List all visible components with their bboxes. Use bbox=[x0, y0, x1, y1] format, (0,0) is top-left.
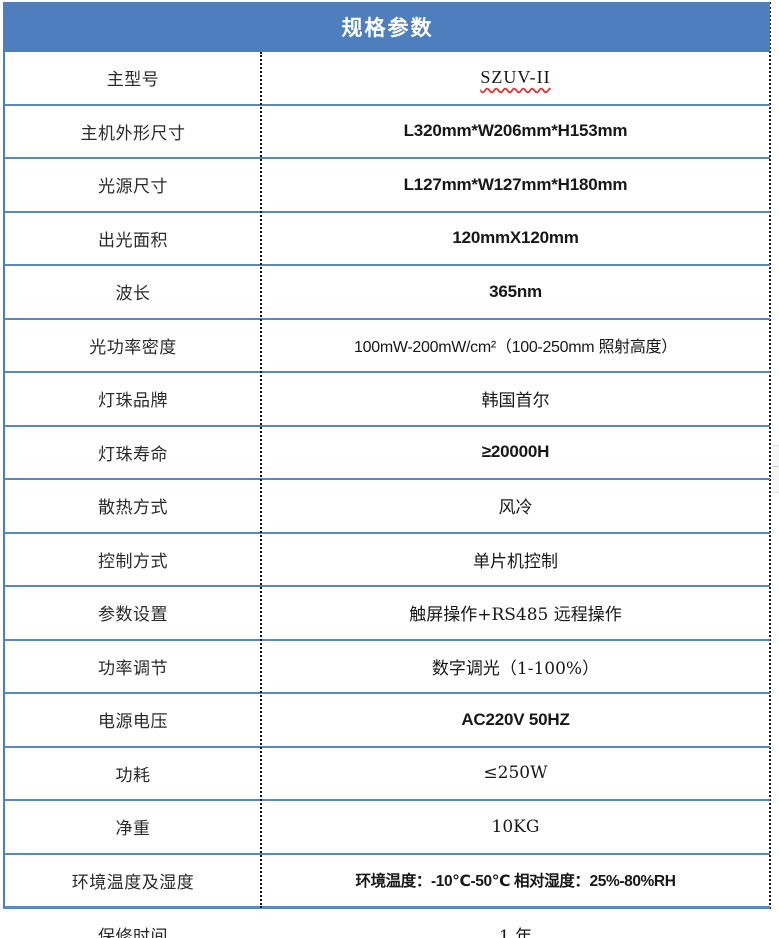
spec-value-cell: 环境温度：-10℃-50℃ 相对湿度：25%-80%RH bbox=[355, 873, 676, 891]
spec-value-cell: 数字调光（1-100%） bbox=[431, 658, 600, 679]
spec-label-cell: 电源电压 bbox=[98, 712, 168, 733]
spec-value-cell: 风冷 bbox=[498, 498, 533, 519]
column-divider bbox=[260, 52, 262, 908]
spec-value-cell: L127mm*W127mm*H180mm bbox=[403, 174, 628, 194]
spec-label-cell: 散热方式 bbox=[98, 498, 168, 519]
spec-label-cell: 主机外形尺寸 bbox=[80, 123, 186, 144]
table-row: 功率调节 数字调光（1-100%） bbox=[5, 641, 770, 694]
table-row: 光源尺寸 L127mm*W127mm*H180mm bbox=[5, 159, 770, 213]
spec-value-cell: 120mmX120mm bbox=[452, 228, 579, 248]
spec-value-cell: ≥20000H bbox=[481, 442, 550, 462]
spec-label-cell: 环境温度及湿度 bbox=[71, 872, 195, 893]
spec-table-body: 主型号 SZUV-II 主机外形尺寸 L320mm*W206mm*H153mm 光源尺寸… bbox=[5, 52, 770, 938]
table-row: 灯珠品牌 韩国首尔 bbox=[5, 373, 770, 427]
spec-label-cell: 保修时间 bbox=[98, 927, 168, 938]
spec-label-cell: 主型号 bbox=[106, 70, 160, 91]
table-row: 控制方式 单片机控制 bbox=[5, 534, 770, 587]
spec-label-cell: 灯珠寿命 bbox=[98, 444, 168, 465]
spec-label-cell: 净重 bbox=[115, 819, 151, 840]
table-row: 主型号 SZUV-II bbox=[5, 52, 770, 106]
table-row: 电源电压 AC220V 50HZ bbox=[5, 694, 770, 748]
spec-value-cell: 触屏操作+RS485 远程操作 bbox=[409, 605, 622, 626]
table-row: 波长 365nm bbox=[5, 266, 770, 320]
table-row: 主机外形尺寸 L320mm*W206mm*H153mm bbox=[5, 106, 770, 159]
table-row: 功耗 ≤250W bbox=[5, 748, 770, 801]
spec-label-cell: 出光面积 bbox=[98, 230, 168, 251]
spec-value-cell: 单片机控制 bbox=[473, 551, 558, 572]
table-row: 参数设置 触屏操作+RS485 远程操作 bbox=[5, 587, 770, 641]
spec-value-cell: 365nm bbox=[489, 281, 542, 301]
spec-value-cell: 韩国首尔 bbox=[481, 391, 550, 412]
spec-value-cell: 1 年 bbox=[498, 927, 533, 938]
spec-label-cell: 参数设置 bbox=[98, 605, 168, 626]
table-border-bottom bbox=[3, 907, 770, 909]
spec-value-cell: 10KG bbox=[491, 816, 540, 837]
spec-label-cell: 控制方式 bbox=[98, 551, 168, 572]
spec-value-cell: AC220V 50HZ bbox=[461, 709, 570, 729]
table-border-left bbox=[3, 2, 5, 909]
spec-value-cell: ≤250W bbox=[483, 763, 548, 784]
spec-label-cell: 波长 bbox=[115, 284, 151, 305]
spec-value-cell: L320mm*W206mm*H153mm bbox=[403, 121, 628, 141]
spec-label-cell: 功耗 bbox=[115, 765, 151, 786]
table-row: 保修时间 1 年 bbox=[5, 908, 770, 938]
spec-label-cell: 光源尺寸 bbox=[98, 177, 168, 198]
spec-label-cell: 光功率密度 bbox=[89, 337, 177, 358]
table-row: 散热方式 风冷 bbox=[5, 480, 770, 534]
table-row: 环境温度及湿度 环境温度：-10℃-50℃ 相对湿度：25%-80%RH bbox=[5, 855, 770, 908]
scroll-marker-artifact bbox=[772, 445, 779, 493]
table-row: 净重 10KG bbox=[5, 801, 770, 855]
table-border-right bbox=[769, 2, 771, 909]
spec-label-cell: 功率调节 bbox=[98, 658, 168, 679]
spec-label-cell: 灯珠品牌 bbox=[98, 391, 168, 412]
table-row: 光功率密度 100mW-200mW/cm²（100-250mm 照射高度） bbox=[5, 320, 770, 373]
spec-value-cell: 100mW-200mW/cm²（100-250mm 照射高度） bbox=[354, 339, 677, 357]
spec-table-header: 规格参数 bbox=[5, 2, 770, 52]
table-row: 出光面积 120mmX120mm bbox=[5, 213, 770, 266]
spec-value-cell: SZUV-II bbox=[480, 67, 551, 88]
table-row: 灯珠寿命 ≥20000H bbox=[5, 427, 770, 480]
